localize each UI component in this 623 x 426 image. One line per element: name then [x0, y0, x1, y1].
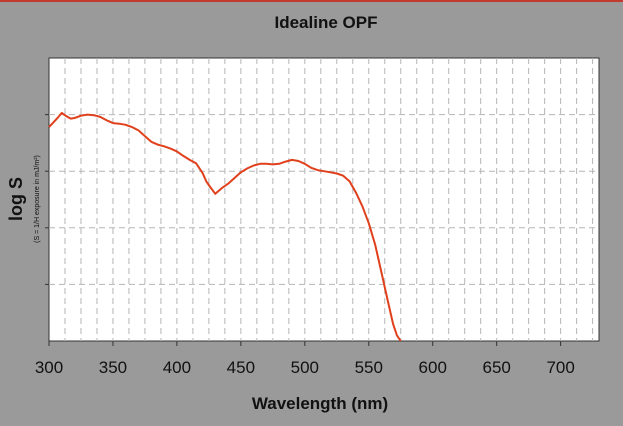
axis-ticks: [45, 114, 562, 346]
series-line: [48, 111, 402, 342]
y-axis-label: log S: [6, 177, 26, 221]
plot-area: [48, 57, 600, 342]
x-tick-label: 400: [163, 358, 191, 377]
x-tick-labels: 300 350 400 450 500 550 600 650 700: [35, 358, 575, 377]
x-tick-label: 700: [546, 358, 574, 377]
y-axis-sublabel: (S = 1/H exposure in mJ/m²): [34, 155, 41, 243]
chart-title: Idealine OPF: [275, 13, 378, 32]
x-tick-label: 300: [35, 358, 63, 377]
x-tick-label: 600: [419, 358, 447, 377]
series-layer: [48, 111, 402, 342]
x-tick-label: 550: [355, 358, 383, 377]
x-tick-label: 350: [99, 358, 127, 377]
x-tick-label: 650: [482, 358, 510, 377]
x-axis-label: Wavelength (nm): [252, 394, 388, 413]
x-tick-label: 500: [291, 358, 319, 377]
x-tick-label: 450: [227, 358, 255, 377]
